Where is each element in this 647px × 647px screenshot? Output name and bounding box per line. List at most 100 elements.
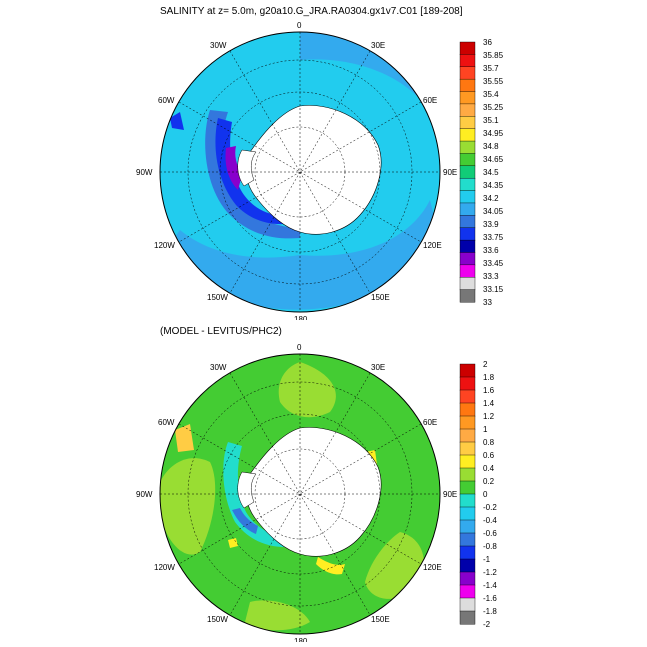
colorbar-label: 34.65 (483, 155, 504, 164)
antarctic-peninsula (237, 149, 257, 187)
colorbar-label: 35.55 (483, 77, 504, 86)
salinity-region-low1 (205, 110, 300, 239)
longitude-labels: 0 30E 60E 90E 120E 150E 180 150W 120W 90… (136, 21, 457, 324)
colorbar-label: 34.95 (483, 129, 504, 138)
antarctic-peninsula (237, 471, 257, 509)
lon-label-120e: 120E (423, 563, 442, 572)
colorbar-swatch (459, 277, 476, 291)
colorbar-label: 0 (483, 490, 488, 499)
colorbar-label: 2 (483, 360, 488, 369)
lon-label-30e: 30E (371, 363, 385, 372)
difference-region-south (245, 600, 310, 631)
colorbar-swatch (459, 128, 476, 142)
colorbar-label: 35.85 (483, 51, 504, 60)
colorbar-label: 34.05 (483, 207, 504, 216)
lon-label-30e: 30E (371, 41, 385, 50)
colorbar-label: 33.9 (483, 220, 499, 229)
colorbar-swatch (459, 54, 476, 68)
colorbar-swatch (459, 571, 476, 586)
colorbar-label: -1 (483, 555, 491, 564)
map-graticule (160, 32, 440, 312)
colorbar-label: -1.8 (483, 607, 497, 616)
lon-label-0: 0 (297, 21, 302, 30)
lon-label-60e: 60E (423, 418, 437, 427)
colorbar-swatch (459, 584, 476, 599)
colorbar-label: 33.3 (483, 272, 499, 281)
colorbar-swatch (459, 506, 476, 521)
lon-label-30w: 30W (210, 363, 227, 372)
lon-label-60e: 60E (423, 96, 437, 105)
colorbar-swatch (459, 165, 476, 179)
colorbar-label: 35.4 (483, 90, 499, 99)
difference-map-panel: 0 30E 60E 90E 120E 150E 180 150W 120W 90… (0, 322, 647, 646)
lon-label-150e: 150E (371, 293, 390, 302)
lon-label-90e: 90E (443, 490, 457, 499)
colorbar-swatch (459, 545, 476, 560)
salinity-colorbar: 36 35.85 35.7 35.55 35.4 35.25 35.1 34.95 34.8 34… (459, 38, 504, 307)
colorbar-label: 34.2 (483, 194, 499, 203)
colorbar-label: 1.6 (483, 386, 495, 395)
panel2-title: (MODEL - LEVITUS/PHC2) (160, 326, 282, 337)
colorbar-label: 1.2 (483, 412, 495, 421)
salinity-map: 0 30E 60E 90E 120E 150E 180 150W 120W 90… (136, 21, 504, 324)
colorbar-swatch (459, 493, 476, 508)
salinity-region-low3 (225, 146, 242, 190)
colorbar-label: 33.75 (483, 233, 504, 242)
colorbar-swatch (459, 153, 476, 167)
lon-label-120w: 120W (154, 241, 175, 250)
difference-region-north (278, 362, 336, 418)
salinity-region-west (170, 112, 184, 130)
lon-label-150e: 150E (371, 615, 390, 624)
colorbar-swatch (459, 402, 476, 417)
lon-label-120e: 120E (423, 241, 442, 250)
colorbar-label: -0.6 (483, 529, 497, 538)
lon-label-0: 0 (297, 343, 302, 352)
colorbar-swatch (459, 480, 476, 495)
difference-region-positive-west (175, 424, 194, 452)
colorbar-swatch (459, 215, 476, 229)
map-boundary (159, 31, 441, 313)
colorbar-label: 0.6 (483, 451, 495, 460)
difference-map: 0 30E 60E 90E 120E 150E 180 150W 120W 90… (136, 343, 497, 646)
map-boundary (159, 353, 441, 635)
colorbar-label: 1.4 (483, 399, 495, 408)
colorbar-swatch (459, 66, 476, 80)
colorbar-swatch (459, 558, 476, 573)
colorbar-swatch (459, 415, 476, 430)
lon-label-180: 180 (294, 637, 308, 642)
colorbar-label: 33 (483, 298, 492, 307)
difference-region-west (160, 458, 216, 555)
difference-region-positive-spot (228, 538, 238, 548)
colorbar-label: 0.4 (483, 464, 495, 473)
colorbar-label: -0.2 (483, 503, 497, 512)
colorbar-label: -1.4 (483, 581, 497, 590)
colorbar-swatch (459, 252, 476, 266)
colorbar-swatch (459, 227, 476, 241)
colorbar-label: 0.8 (483, 438, 495, 447)
lon-label-60w: 60W (158, 96, 175, 105)
colorbar-swatch (459, 441, 476, 456)
colorbar-swatch (459, 428, 476, 443)
colorbar-label: 1.8 (483, 373, 495, 382)
colorbar-swatch (459, 239, 476, 253)
lon-label-90w: 90W (136, 490, 153, 499)
lon-label-150w: 150W (207, 615, 228, 624)
lon-label-120w: 120W (154, 563, 175, 572)
salinity-map-panel: 0 30E 60E 90E 120E 150E 180 150W 120W 90… (0, 0, 647, 324)
colorbar-swatch (459, 389, 476, 404)
colorbar-swatch (459, 140, 476, 154)
colorbar-swatch (459, 454, 476, 469)
panel1-title: SALINITY at z= 5.0m, g20a10.G_JRA.RA0304… (160, 6, 463, 17)
colorbar-swatch (459, 289, 476, 303)
colorbar-label: 34.35 (483, 181, 504, 190)
colorbar-label: 36 (483, 38, 492, 47)
colorbar-swatch (459, 91, 476, 105)
difference-region-strong-negative (232, 508, 258, 534)
colorbar-label: 35.1 (483, 116, 499, 125)
colorbar-swatch (459, 103, 476, 117)
colorbar-label: 1 (483, 425, 488, 434)
colorbar-swatch (459, 532, 476, 547)
colorbar-label: 35.7 (483, 64, 499, 73)
difference-region-positive-south (316, 557, 345, 575)
lon-label-150w: 150W (207, 293, 228, 302)
